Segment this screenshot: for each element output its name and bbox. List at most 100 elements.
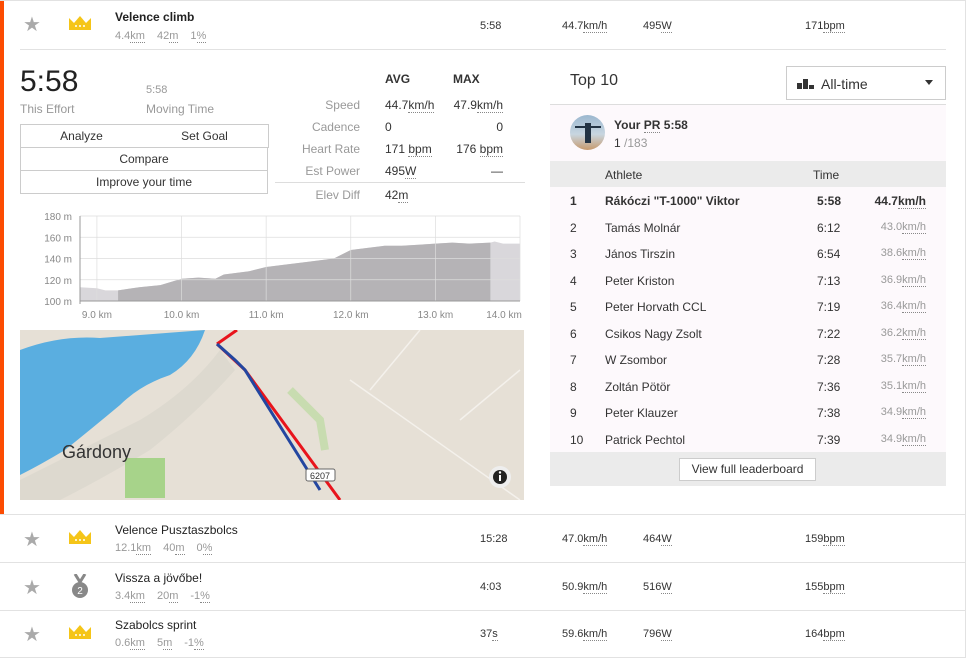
segment-speed: 44.7km/h xyxy=(562,20,608,33)
leaderboard-row[interactable]: 10 Patrick Pechtol 7:39 34.9km/h xyxy=(550,427,946,453)
elevation: 42 xyxy=(156,30,170,42)
elevation: 5 xyxy=(156,637,164,649)
speed: 34.9km/h xyxy=(880,432,926,446)
athlete-name[interactable]: Csikos Nagy Zsolt xyxy=(605,326,702,341)
athlete-name[interactable]: Rákóczi "T-1000" Viktor xyxy=(605,194,740,208)
x-tick-label: 11.0 km xyxy=(249,310,284,321)
unit: bpm xyxy=(408,142,432,157)
stat-label: Cadence xyxy=(311,120,360,134)
grade: 0 xyxy=(196,542,203,554)
segment-name[interactable]: Velence Pusztaszbolcs xyxy=(115,523,238,537)
athlete-name[interactable]: Peter Kriston xyxy=(605,273,675,288)
unit: W xyxy=(661,580,672,594)
leaderboard-row[interactable]: 3 János Tirszin 6:54 38.6km/h xyxy=(550,241,946,267)
value: 47.9 xyxy=(453,98,477,112)
stat-max: 47.9km/h xyxy=(453,98,503,113)
unit: bpm xyxy=(479,142,503,157)
compare-button[interactable]: Compare xyxy=(20,147,268,171)
segment-name[interactable]: Vissza a jövőbe! xyxy=(115,570,203,585)
value: 35.7 xyxy=(880,353,903,365)
avatar[interactable] xyxy=(570,115,605,150)
segment-row-selected[interactable]: ★ Velence climb 4.4km 42m 1% 5:58 44.7km/h… xyxy=(0,0,966,515)
athlete-name[interactable]: W Zsombor xyxy=(605,353,668,367)
athlete-name[interactable]: Peter Horvath CCL xyxy=(605,300,707,314)
effort-time-label: This Effort xyxy=(20,102,75,116)
bar-chart-icon xyxy=(797,79,814,89)
leaderboard-row[interactable]: 4 Peter Kriston 7:13 36.9km/h xyxy=(550,268,946,294)
value: 495 xyxy=(385,164,406,178)
segment-name[interactable]: Szabolcs sprint xyxy=(115,618,197,632)
medal-rank: 2 xyxy=(77,586,83,597)
segment-hr: 159bpm xyxy=(805,533,845,546)
time-header: Time xyxy=(813,168,840,182)
value: — xyxy=(491,164,503,178)
segment-row[interactable]: ★ 2 Vissza a jövőbe! 3.4km 20m -1% 4:03 50.… xyxy=(0,562,966,611)
leaderboard-row[interactable]: 6 Csikos Nagy Zsolt 7:22 36.2km/h xyxy=(550,321,946,347)
unit: bpm xyxy=(823,580,845,594)
y-tick-label: 100 m xyxy=(44,297,72,308)
athlete-name[interactable]: János Tirszin xyxy=(605,247,676,261)
segment-row[interactable]: ★ Velence Pusztaszbolcs 12.1km 40m 0% 15:2… xyxy=(0,515,966,563)
your-pr: Your PR 5:58 xyxy=(614,118,688,133)
improve-time-button[interactable]: Improve your time xyxy=(20,170,268,194)
segment-time: 5:58 xyxy=(480,20,502,32)
leaderboard-row[interactable]: 1 Rákóczi "T-1000" Viktor 5:58 44.7km/h xyxy=(550,188,946,214)
unit: km/h xyxy=(897,194,926,209)
athlete-name[interactable]: Peter Klauzer xyxy=(605,406,678,420)
leaderboard-row[interactable]: 2 Tamás Molnár 6:12 43.0km/h xyxy=(550,215,946,241)
star-icon[interactable]: ★ xyxy=(23,14,41,36)
star-icon[interactable]: ★ xyxy=(23,576,41,599)
value: 42 xyxy=(385,188,399,202)
view-full-leaderboard-button[interactable]: View full leaderboard xyxy=(679,458,816,481)
unit: km/h xyxy=(902,300,926,313)
town-area xyxy=(20,350,235,500)
segment-name[interactable]: Velence climb xyxy=(115,10,195,24)
athlete-name[interactable]: Patrick Pechtol xyxy=(605,432,686,447)
effort-time: 5:58 xyxy=(20,65,79,98)
distance: 12.1 xyxy=(115,542,137,554)
unit: km/h xyxy=(902,326,926,340)
analyze-button[interactable]: Analyze xyxy=(20,124,142,148)
unit: W xyxy=(661,628,672,641)
speed: 38.6km/h xyxy=(881,247,926,260)
unit: km xyxy=(130,637,145,650)
chevron-down-icon xyxy=(925,80,933,85)
unit: km xyxy=(136,542,152,555)
segment-power: 464W xyxy=(643,533,672,546)
leaderboard-row[interactable]: 9 Peter Klauzer 7:38 34.9km/h xyxy=(550,400,946,426)
athlete-name[interactable]: Zoltán Pötör xyxy=(605,379,671,394)
star-icon[interactable]: ★ xyxy=(23,529,41,551)
value: 516 xyxy=(643,580,662,593)
leaderboard-row[interactable]: 5 Peter Horvath CCL 7:19 36.4km/h xyxy=(550,294,946,320)
segment-power: 796W xyxy=(643,628,672,641)
stat-max: — xyxy=(491,164,503,178)
time: 7:38 xyxy=(817,406,841,420)
segment-row[interactable]: ★ Szabolcs sprint 0.6km 5m -1% 37s 59.6km/… xyxy=(0,610,966,658)
star-icon[interactable]: ★ xyxy=(23,624,41,646)
leaderboard-row[interactable]: 7 W Zsombor 7:28 35.7km/h xyxy=(550,347,946,373)
unit: m xyxy=(169,30,179,43)
leaderboard-header xyxy=(550,161,946,187)
value: 34.9 xyxy=(880,432,903,445)
lake xyxy=(20,330,205,475)
set-goal-button[interactable]: Set Goal xyxy=(141,124,269,148)
divider xyxy=(20,49,946,50)
segment-power: 495W xyxy=(643,20,672,33)
value: 159 xyxy=(805,533,824,545)
pr-label: Your xyxy=(614,118,644,132)
time: 5:58 xyxy=(817,194,842,208)
unit: km xyxy=(130,589,145,603)
rank: 2 xyxy=(570,220,577,235)
segment-time: 15:28 xyxy=(480,533,508,545)
value: 796 xyxy=(643,628,662,640)
athlete-name[interactable]: Tamás Molnár xyxy=(605,220,681,235)
unit: bpm xyxy=(823,20,845,33)
medal-icon: 2 xyxy=(72,573,88,598)
rank: 3 xyxy=(570,247,577,261)
time-filter-dropdown[interactable]: All-time xyxy=(786,66,946,100)
moving-time-label: Moving Time xyxy=(146,102,215,116)
rank: 6 xyxy=(570,326,577,341)
speed: 36.2km/h xyxy=(881,326,926,340)
leaderboard-row[interactable]: 8 Zoltán Pötör 7:36 35.1km/h xyxy=(550,374,946,400)
route-map[interactable]: 6207 Gárdony xyxy=(20,330,524,500)
